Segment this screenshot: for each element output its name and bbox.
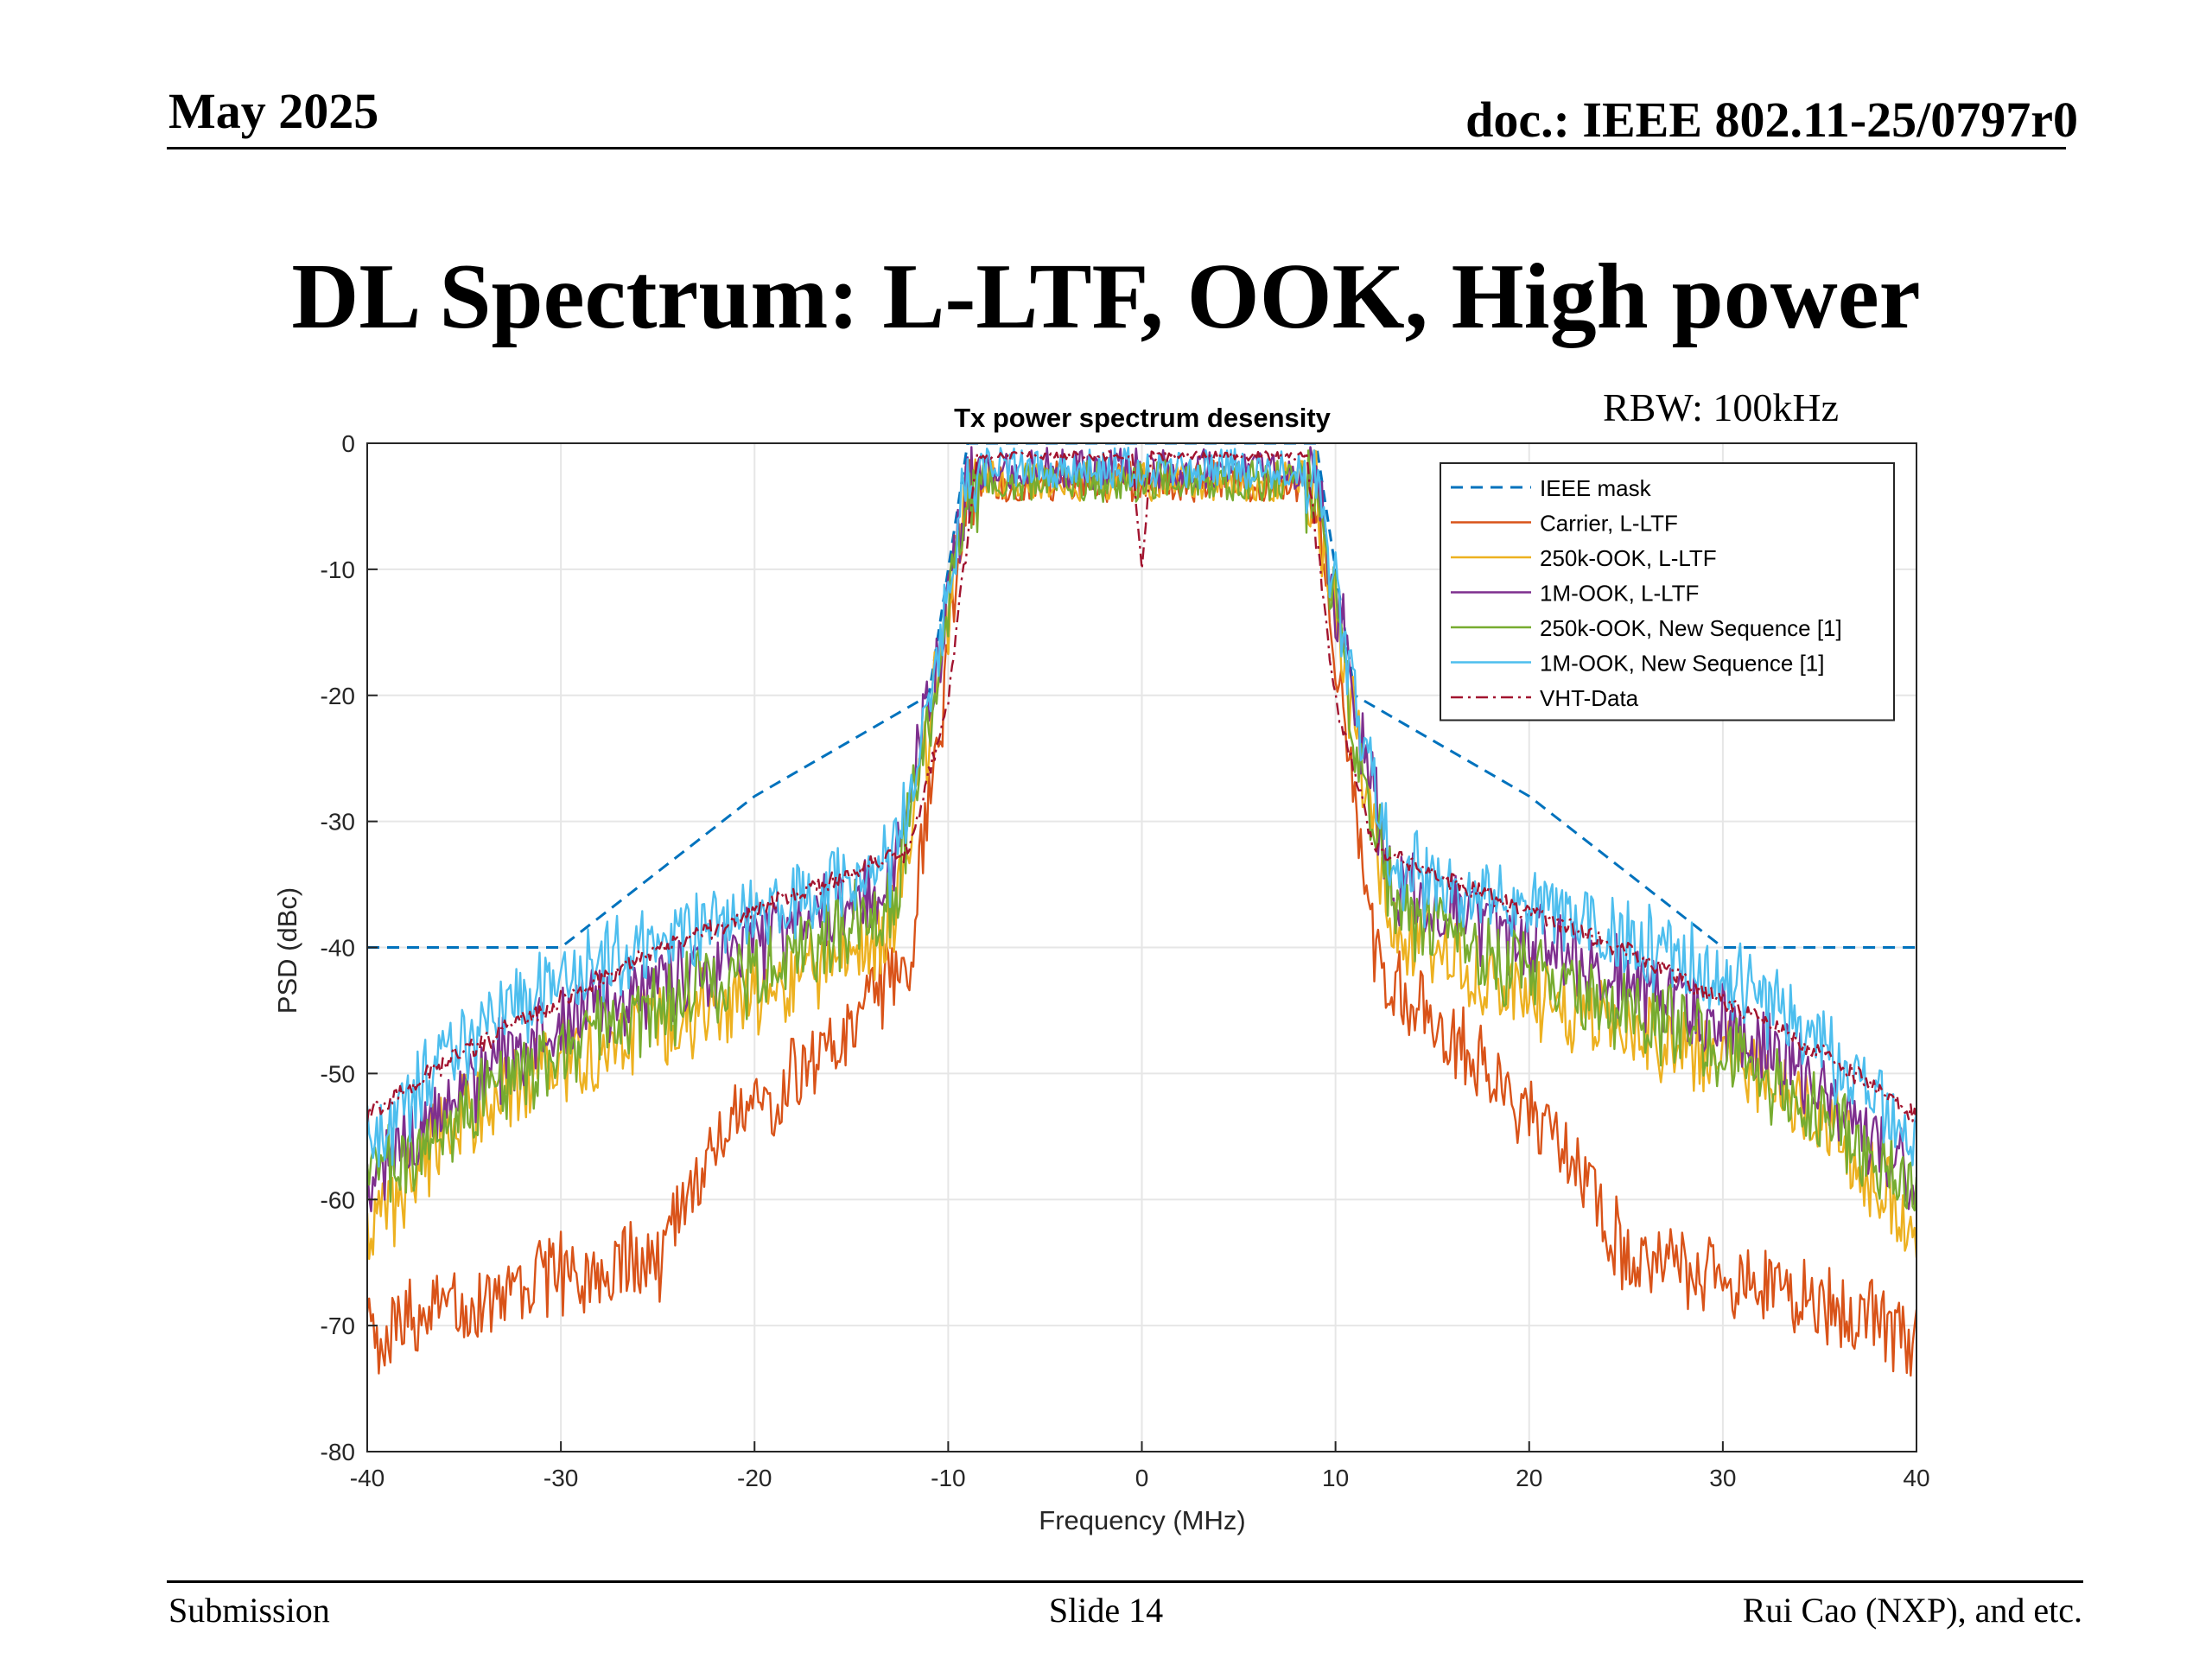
legend-entry: 250k-OOK, New Sequence [1] [1540,615,1842,641]
x-tick-label: -10 [931,1465,965,1491]
footer-slide-number: Slide 14 [1048,1591,1164,1630]
legend-entry: VHT-Data [1540,685,1639,711]
rbw-annotation: RBW: 100kHz [1603,385,1839,429]
chart-title: Tx power spectrum desensity [954,403,1332,433]
slide-title: DL Spectrum: L-LTF, OOK, High power [291,245,1921,348]
header-rule [167,147,2066,149]
x-axis-label: Frequency (MHz) [1039,1505,1245,1535]
footer-author: Rui Cao (NXP), and etc. [1742,1591,2082,1630]
x-tick-label: -20 [737,1465,772,1491]
y-tick-label: -10 [321,556,355,583]
x-tick-label: 40 [1903,1465,1929,1491]
header-doc-number: doc.: IEEE 802.11-25/0797r0 [1465,92,2078,148]
legend-entry: 1M-OOK, L-LTF [1540,581,1699,607]
footer-submission: Submission [168,1591,330,1630]
y-tick-label: 0 [341,430,355,457]
chart-legend: IEEE mask Carrier, L-LTF 250k-OOK, L-LTF 1M… [1440,462,1895,721]
series-line-5 [367,446,1916,1168]
x-tick-label: 0 [1135,1465,1149,1491]
legend-entry: 250k-OOK, L-LTF [1540,545,1717,571]
y-tick-label: -40 [321,935,355,962]
x-tick-label: 20 [1516,1465,1542,1491]
plot-area [367,443,1916,1377]
legend-entry: IEEE mask [1540,475,1652,501]
x-tick-label: -40 [350,1465,385,1491]
series-line-6 [367,450,1916,1123]
y-tick-label: -60 [321,1186,355,1213]
y-tick-label: -50 [321,1060,355,1087]
legend-entry: 1M-OOK, New Sequence [1] [1540,651,1824,677]
y-axis-label: PSD (dBc) [272,887,302,1014]
y-tick-label: -20 [321,683,355,709]
legend-entry: Carrier, L-LTF [1540,511,1678,537]
x-tick-label: -30 [543,1465,578,1491]
series-line-2 [367,449,1916,1261]
x-tick-label: 10 [1322,1465,1349,1491]
y-tick-label: -70 [321,1313,355,1339]
y-tick-label: -30 [321,809,355,836]
footer-rule [167,1580,2083,1583]
header-date: May 2025 [168,83,379,139]
y-tick-label: -80 [321,1439,355,1465]
series-line-4 [367,449,1916,1211]
x-tick-label: 30 [1709,1465,1736,1491]
axis-ticks: -40 -30 -20 -10 0 10 20 30 40 0 -10 -20 -30 -40 -50 -60… [321,430,1930,1491]
